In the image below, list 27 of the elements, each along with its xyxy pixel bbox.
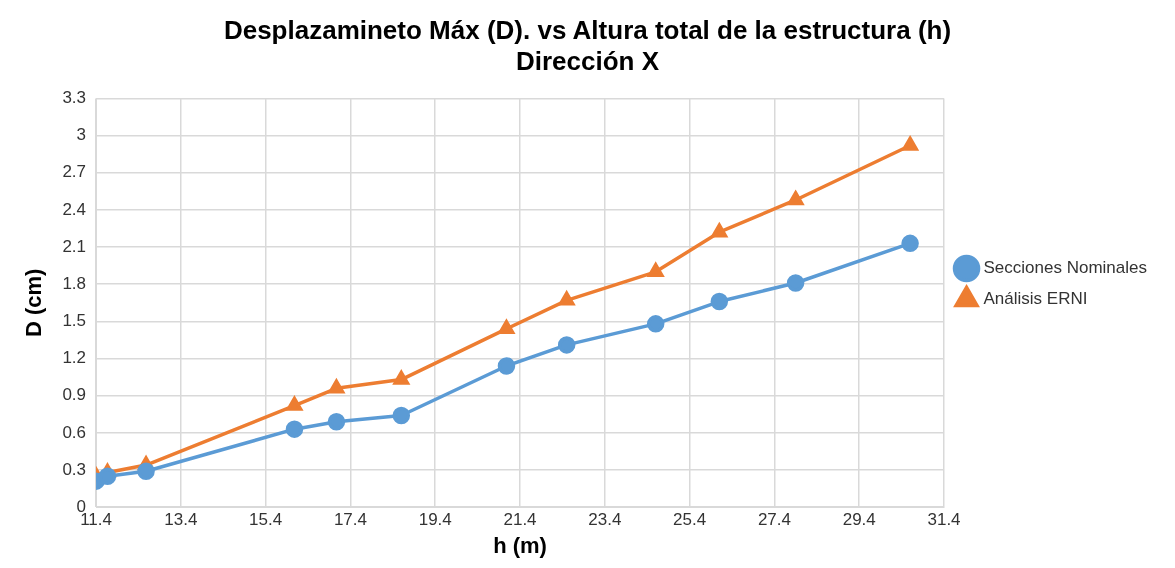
chart-subtitle: Dirección X <box>515 45 660 76</box>
y-tick-label: 0.6 <box>62 422 87 442</box>
y-tick-label: 3.3 <box>62 88 87 108</box>
x-tick-label: 15.4 <box>249 510 283 530</box>
x-tick-label: 17.4 <box>333 510 367 530</box>
x-tick-label: 27.4 <box>757 510 791 530</box>
legend-label: Análisis ERNI <box>983 289 1088 309</box>
y-tick-label: 1.2 <box>62 348 87 368</box>
y-tick-label: 0.9 <box>62 385 87 405</box>
x-tick-label: 19.4 <box>418 510 452 530</box>
x-tick-label: 23.4 <box>588 510 622 530</box>
chart-title: Desplazamineto Máx (D). vs Altura total de la estructura (h) <box>223 14 952 45</box>
x-tick-label: 21.4 <box>503 510 537 530</box>
x-tick-label: 29.4 <box>842 510 876 530</box>
y-tick-label: 3 <box>76 125 87 145</box>
x-axis-title: h (m) <box>493 532 547 558</box>
y-tick-label: 2.1 <box>62 236 87 256</box>
x-tick-label: 31.4 <box>927 510 961 530</box>
x-tick-label: 13.4 <box>164 510 198 530</box>
legend-label: Secciones Nominales <box>983 258 1147 278</box>
y-tick-label: 2.7 <box>62 162 87 182</box>
y-axis-title: D (cm) <box>21 268 47 338</box>
y-tick-label: 1.5 <box>62 311 87 331</box>
y-tick-label: 1.8 <box>62 273 87 293</box>
y-tick-label: 0.3 <box>62 459 87 479</box>
y-tick-label: 2.4 <box>62 199 87 219</box>
x-tick-label: 25.4 <box>673 510 707 530</box>
